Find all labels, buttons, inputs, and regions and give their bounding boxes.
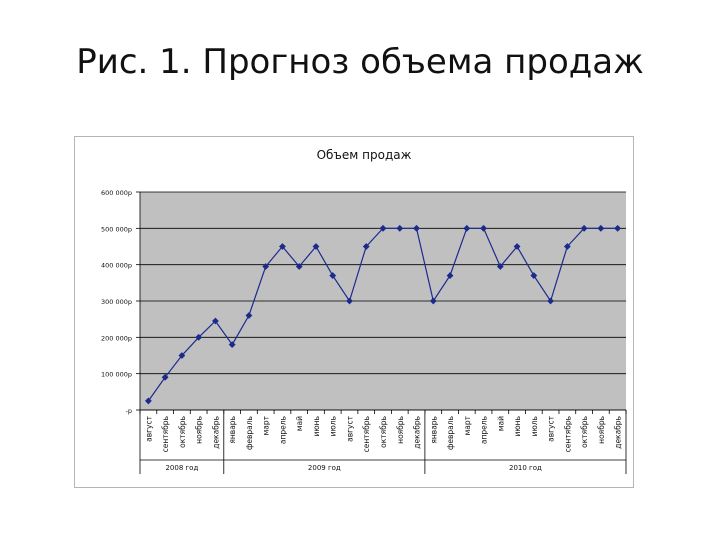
y-tick-label: 400 000р — [101, 262, 132, 270]
chart-title: Объем продаж — [317, 148, 412, 162]
x-tick-label: сентябрь — [563, 416, 572, 452]
data-point — [413, 224, 420, 232]
data-point — [446, 272, 454, 279]
y-tick-label: 500 000р — [101, 225, 132, 233]
data-point — [178, 352, 186, 359]
data-point — [547, 297, 554, 305]
x-tick-label: октябрь — [379, 416, 388, 448]
data-point — [396, 224, 404, 232]
group-label: 2010 год — [509, 464, 542, 472]
group-label: 2008 год — [165, 464, 198, 472]
x-tick-label: февраль — [245, 416, 254, 450]
data-point — [597, 224, 605, 232]
data-point — [346, 297, 353, 305]
x-tick-label: июль — [530, 416, 539, 436]
data-point — [212, 317, 219, 325]
slide-title: Рис. 1. Прогноз объема продаж — [76, 42, 644, 82]
x-tick-label: август — [345, 415, 354, 442]
line-chart: Объем продаж -р 100 000р 200 000р 300 000р 40… — [101, 148, 627, 474]
x-tick-label: май — [496, 416, 505, 431]
x-tick-label: октябрь — [580, 416, 589, 448]
x-tick-label: октябрь — [178, 416, 187, 448]
x-tick-label: март — [262, 415, 271, 435]
data-point — [262, 263, 270, 270]
x-tick-label: август — [547, 415, 556, 442]
x-tick-label: июнь — [513, 416, 522, 437]
x-tick-label: февраль — [446, 416, 455, 450]
data-point — [362, 243, 370, 250]
data-point — [279, 243, 286, 250]
data-point — [245, 312, 253, 319]
x-tick-label: январь — [429, 416, 438, 444]
data-point — [195, 333, 203, 341]
x-tick-label: декабрь — [413, 416, 422, 449]
data-point — [228, 341, 236, 348]
x-tick-label: ноябрь — [597, 416, 606, 444]
x-tick-label: сентябрь — [362, 416, 371, 452]
group-label: 2009 год — [308, 464, 341, 472]
x-tick-label: январь — [228, 416, 237, 444]
data-point — [379, 224, 387, 232]
y-tick-label: 200 000р — [101, 334, 132, 342]
data-point — [144, 397, 152, 405]
data-point — [463, 224, 471, 232]
x-tick-label: май — [295, 416, 304, 431]
data-point — [312, 243, 320, 250]
y-tick-label: 300 000р — [101, 298, 132, 306]
data-point — [530, 272, 538, 279]
y-tick-label: -р — [126, 407, 132, 415]
x-tick-label: апрель — [278, 416, 287, 444]
x-tick-label: ноябрь — [195, 416, 204, 444]
y-tick-label: 100 000р — [101, 371, 132, 379]
data-point — [161, 373, 169, 381]
x-tick-label: декабрь — [614, 416, 623, 449]
x-tick-label: июль — [329, 416, 338, 436]
x-tick-label: август — [144, 415, 153, 442]
x-tick-label: июнь — [312, 416, 321, 437]
x-tick-label: ноябрь — [396, 416, 405, 444]
data-point — [480, 224, 487, 232]
data-point — [329, 272, 337, 279]
data-point — [513, 243, 521, 250]
x-tick-label: март — [463, 415, 472, 435]
x-tick-label: сентябрь — [161, 416, 170, 452]
x-tick-label: апрель — [480, 416, 489, 444]
x-tick-label: декабрь — [211, 416, 220, 449]
y-tick-label: 600 000р — [101, 189, 132, 197]
data-point — [614, 224, 622, 232]
data-point — [563, 243, 571, 250]
